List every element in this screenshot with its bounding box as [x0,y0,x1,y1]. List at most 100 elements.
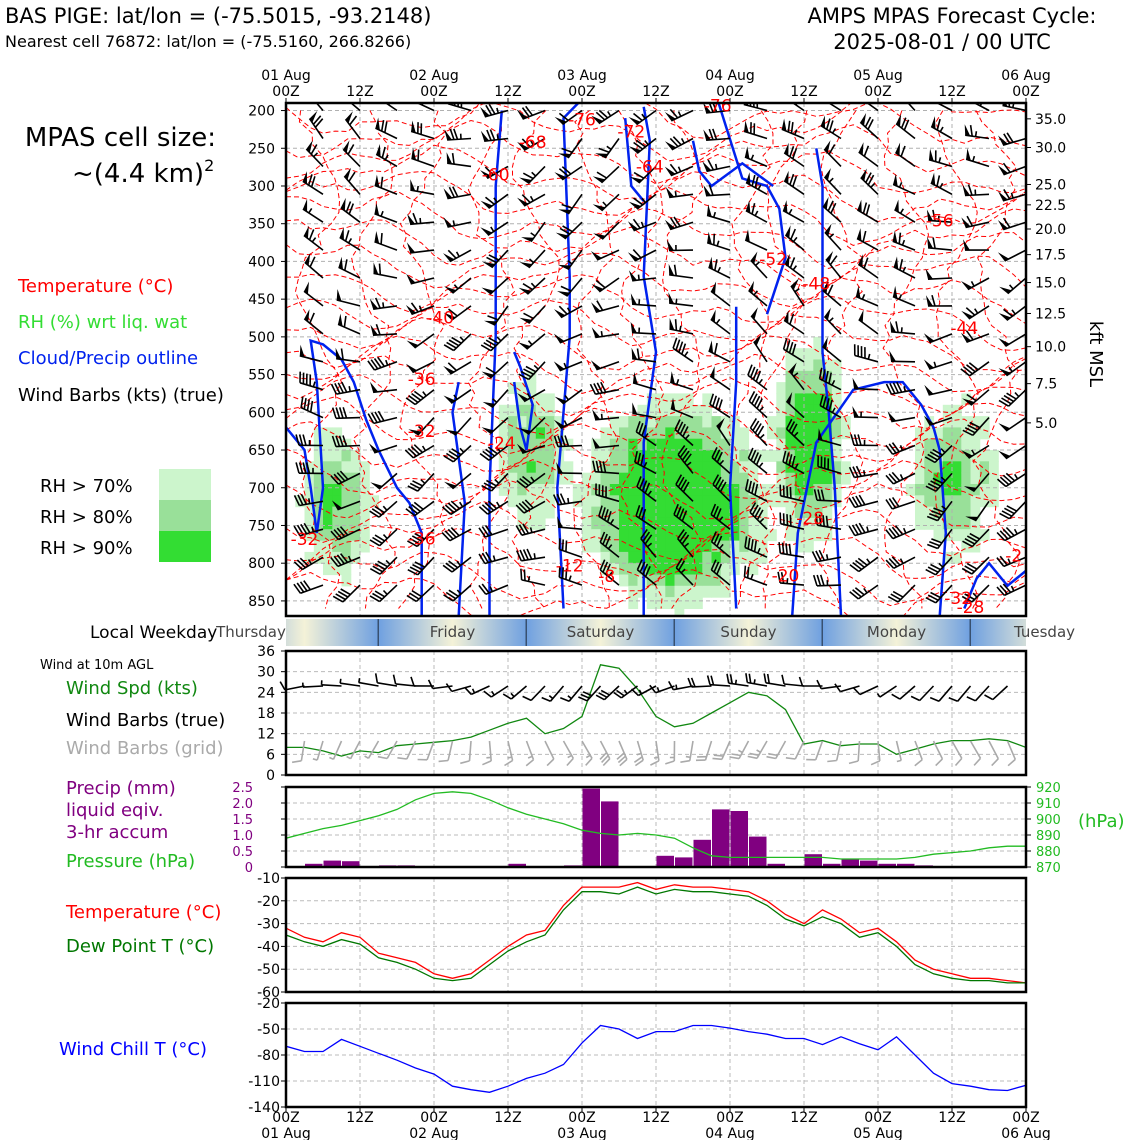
barb-flag [788,208,793,215]
upper-wind-barb [669,371,694,391]
barb-shaft [711,456,731,474]
barb-flag [485,448,496,457]
rh-cell [711,484,722,496]
rh-cell [831,416,842,428]
barb-shaft [373,416,398,425]
barb-pennant [593,233,606,240]
barb-flag [759,406,764,412]
barb-shaft [1005,444,1026,460]
barb-flag [754,261,761,267]
barb-shaft [840,685,860,693]
barb-flag [634,759,644,767]
upper-wind-barb [853,344,879,363]
barb-flag [345,201,352,213]
barb-pennant [961,450,973,459]
rh-cell [341,574,352,587]
rh-cell [702,563,713,576]
barb-shaft [315,103,324,112]
barb-flag [370,359,379,370]
barb-shaft [780,495,805,503]
upper-wind-barb [590,360,620,371]
barb-shaft [970,389,990,406]
rh-cell [915,517,925,530]
rh-cell [637,438,648,451]
barb-flag [885,474,895,485]
barb-flag [1006,505,1018,512]
rh-cell [628,438,639,451]
barb-shaft [600,165,620,184]
barb-flag [751,174,756,187]
barb-shaft [417,556,435,576]
rh-cell [739,540,750,553]
barb-shaft [470,685,490,696]
barb-flag [485,339,497,347]
upper-wind-barb [303,281,324,307]
barb-shaft [907,103,916,112]
barb-flag [529,195,534,202]
upper-wind-barb [599,531,620,558]
barb-pennant [998,191,1008,201]
upper-wind-barb [293,493,324,507]
barb-flag [682,481,690,493]
barb-flag [891,442,900,453]
barb-pennant [710,309,716,323]
barb-flag [602,758,611,767]
barb-flag [374,297,381,309]
true-wind-barb [745,673,768,687]
precip-tick-label: 0.5 [232,845,253,860]
rh-cell [304,551,315,564]
barb-flag [277,236,281,240]
barb-pennant [824,168,831,181]
barb-pennant [893,173,898,187]
barb-flag [338,407,344,419]
barb-pennant [668,292,675,304]
barb-flag [275,154,278,158]
barb-flag [708,128,714,140]
grid-wind-barb [377,740,398,760]
barb-shaft [857,740,861,762]
barb-flag [481,583,490,594]
rh-cell [517,416,528,428]
rh-cell [776,404,787,417]
barb-flag [336,472,346,482]
barb-flag [852,589,862,598]
barb-shaft [853,387,879,391]
barb-flag [750,573,754,580]
barb-pennant [998,423,1011,431]
barb-flag [504,759,514,767]
barb-flag [862,230,867,243]
upper-wind-barb [592,460,620,475]
barb-flag [488,337,499,344]
barb-flag [827,200,834,212]
rh-cell [582,495,592,508]
rh-cell [508,382,518,394]
rh-cell [711,551,722,564]
barb-flag [335,593,346,601]
barb-pennant [784,253,790,267]
barb-flag [964,593,975,601]
upper-wind-barb [885,471,916,485]
legend-rh80-label: RH > 80% [40,507,133,528]
barb-flag [932,448,943,456]
barb-flag [925,568,937,576]
rh-cell [785,472,796,485]
barb-flag [812,574,818,587]
barb-flag [451,448,462,456]
barb-shaft [817,524,842,530]
upper-wind-barb [812,574,842,587]
barb-flag [821,369,826,381]
barb-flag [443,594,454,602]
barb-shaft [595,416,620,421]
rh-cell [952,450,962,462]
upper-wind-barb [374,231,398,251]
barb-flag [829,233,835,239]
barb-flag [678,560,686,571]
barb-flag [848,466,856,478]
rh-cell [332,563,343,576]
barb-shaft [877,740,881,761]
upper-wind-barb [961,444,990,459]
rh-cell [757,529,768,542]
rh-cell [535,506,546,519]
grid-wind-barb [806,740,824,761]
cloud-outline-segment [623,117,645,202]
